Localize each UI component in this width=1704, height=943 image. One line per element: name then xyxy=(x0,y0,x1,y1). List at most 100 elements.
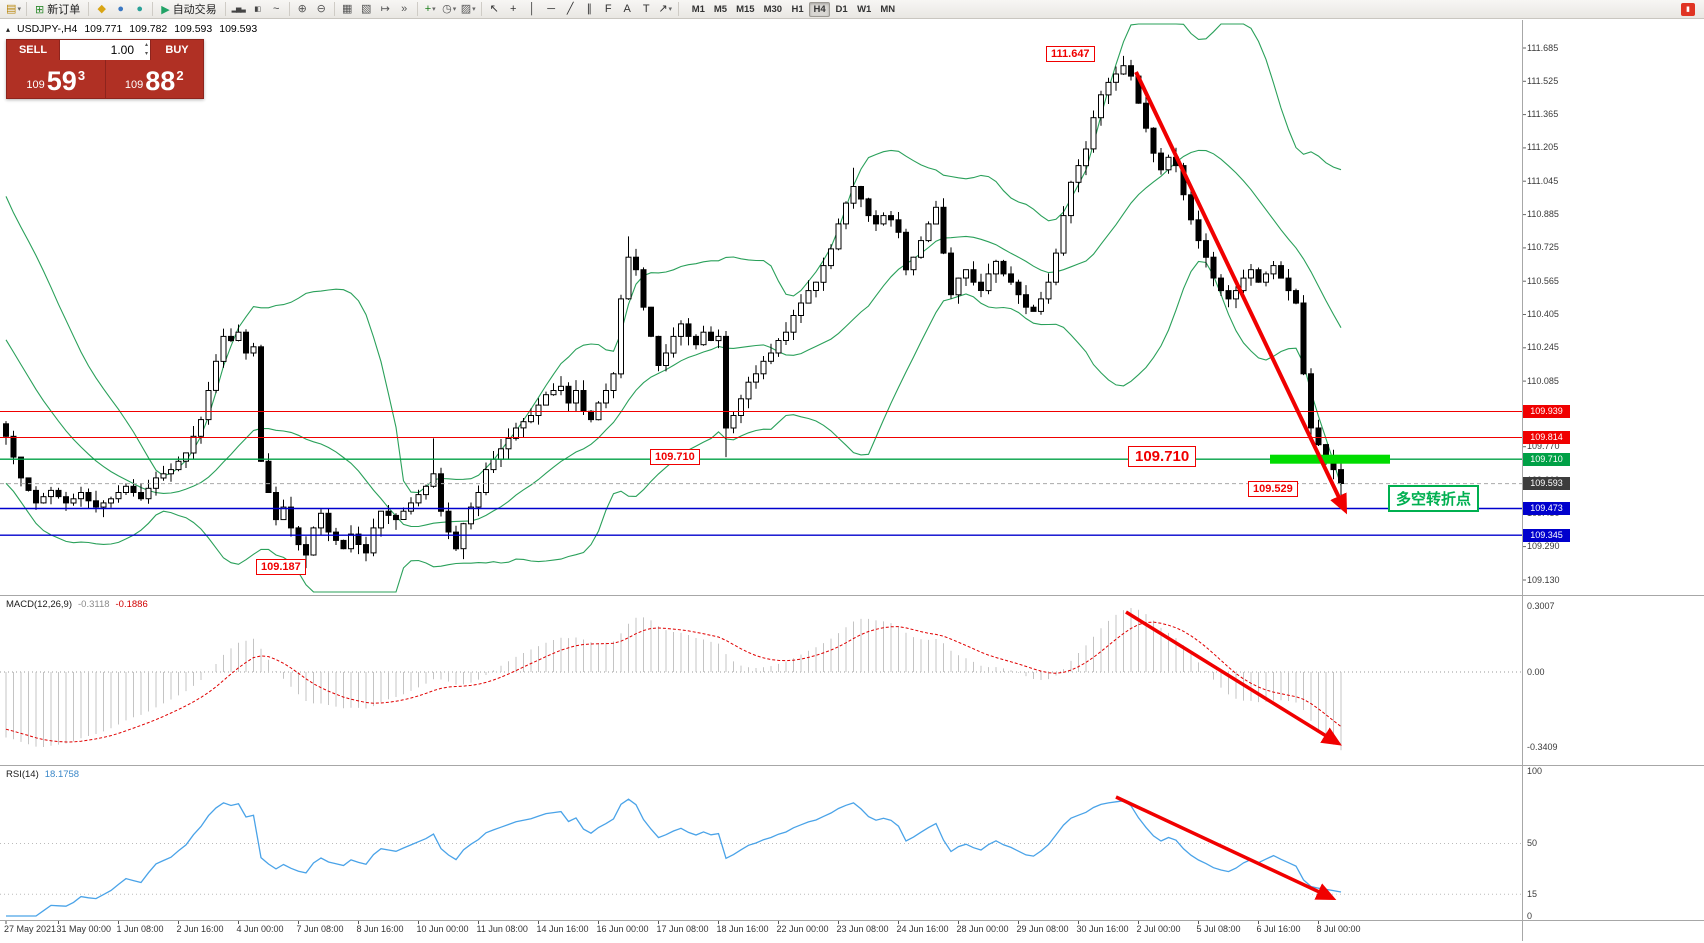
sell-price-big: 59 xyxy=(46,66,77,96)
price-axis-label: 110.565 xyxy=(1527,275,1559,286)
crosshair-icon[interactable]: + xyxy=(509,2,517,15)
news-icon[interactable]: ● xyxy=(136,2,144,15)
sell-price[interactable]: 109 59 3 xyxy=(7,60,106,98)
chart-annotation[interactable]: 多空转折点 xyxy=(1388,485,1480,512)
panel-separator[interactable] xyxy=(0,595,1704,596)
line-chart-icon[interactable]: ~ xyxy=(272,2,280,15)
timeframe-h4-button[interactable]: H4 xyxy=(809,1,831,17)
new-chart-icon[interactable]: ▤ ▾ xyxy=(6,2,21,15)
rsi-line xyxy=(6,798,1342,917)
timeframe-m30-button[interactable]: M30 xyxy=(763,3,783,15)
buy-price[interactable]: 109 88 2 xyxy=(106,60,204,98)
alert-red-icon[interactable]: ▮ xyxy=(1681,2,1695,16)
one-click-toggle-icon[interactable]: ▴ xyxy=(6,24,11,34)
date-axis-label: 31 May 00:00 xyxy=(56,924,112,934)
rsi-axis-label: 100 xyxy=(1527,765,1543,776)
templates-icon[interactable]: ▨ ▾ xyxy=(460,2,476,15)
macd-axis-label: 0.3007 xyxy=(1527,601,1555,611)
timeframe-m5-button[interactable]: M5 xyxy=(713,3,728,15)
chat-icon[interactable]: ● xyxy=(117,2,125,15)
timeframe-h1-button[interactable]: H1 xyxy=(791,3,804,15)
bollinger-middle xyxy=(5,149,1342,528)
auto-scroll-icon[interactable]: ↦ xyxy=(380,2,390,15)
date-axis-label: 16 Jun 00:00 xyxy=(596,924,649,934)
channel-icon[interactable]: ∥ xyxy=(586,2,592,15)
market-watch-icon[interactable]: ◆ xyxy=(97,2,106,15)
price-axis-label: 111.365 xyxy=(1527,109,1559,120)
sell-button[interactable]: SELL xyxy=(7,40,59,60)
fibonacci-icon[interactable]: F xyxy=(604,2,612,15)
chart-annotation[interactable]: 109.710 xyxy=(650,449,700,465)
macd-signal-value: -0.1886 xyxy=(115,599,148,610)
cursor-icon[interactable]: ↖ xyxy=(489,2,499,15)
price-axis-label: 109.130 xyxy=(1527,574,1560,585)
text-icon[interactable]: A xyxy=(623,2,631,15)
candles xyxy=(3,55,1344,569)
candlestick-chart-icon[interactable]: ▮▯ xyxy=(254,5,261,13)
date-axis-label: 29 Jun 08:00 xyxy=(1016,924,1069,934)
price-axis-label: 110.725 xyxy=(1527,242,1559,253)
sell-price-sup: 3 xyxy=(77,68,86,83)
autotrading-button[interactable]: ▶ 自动交易 xyxy=(161,3,217,17)
main-toolbar: ▤ ▾ ⊞ 新订单 ◆ ● ● ▶ 自动交易 ▂▅▃ ▮▯ ~ ⊕ ⊖ ▦ ▧ ↦ » + ▾ ◷ ▾ ▨ ▾ ↖ + │ ─ ╱ ∥ F A… xyxy=(0,0,1704,19)
new-order-button[interactable]: ⊞ 新订单 xyxy=(35,3,81,17)
rsi-value: 18.1758 xyxy=(44,769,80,780)
macd-value: -0.3118 xyxy=(78,599,110,610)
rsi-indicator-label: RSI(14) 18.1758 xyxy=(6,769,79,780)
timeframe-mn-button[interactable]: MN xyxy=(880,3,896,15)
trend-arrow-3[interactable] xyxy=(1115,795,1337,900)
date-axis-label: 17 Jun 08:00 xyxy=(656,924,709,934)
trend-arrow-2[interactable] xyxy=(1125,610,1342,746)
horizontal-line-icon[interactable]: ─ xyxy=(547,2,556,15)
axis-separator xyxy=(1522,20,1523,941)
macd-axis-label: -0.3409 xyxy=(1527,742,1558,752)
buy-button[interactable]: BUY xyxy=(151,40,203,60)
chart-annotation[interactable]: 109.529 xyxy=(1248,481,1298,497)
volume-input[interactable]: 1.00 ▴ ▾ xyxy=(59,40,151,60)
arrows-dropdown-icon[interactable]: ↗ ▾ xyxy=(658,2,673,15)
timeframe-d1-button[interactable]: D1 xyxy=(835,3,848,15)
symbol-label: USDJPY-,H4 xyxy=(17,23,78,35)
buy-price-prefix: 109 xyxy=(124,79,144,91)
bars-chart-icon[interactable]: ▂▅▃ xyxy=(231,5,246,13)
rsi-name: RSI(14) xyxy=(6,769,39,780)
chart-annotation[interactable]: 109.187 xyxy=(256,559,306,575)
indicators-icon[interactable]: + ▾ xyxy=(424,2,436,15)
price-axis-label: 111.205 xyxy=(1527,142,1559,153)
volume-up-button[interactable]: ▴ xyxy=(144,42,148,48)
low-value: 109.593 xyxy=(174,23,213,35)
date-axis-label: 4 Jun 00:00 xyxy=(236,924,284,934)
panel-separator[interactable] xyxy=(0,765,1704,766)
label-icon[interactable]: T xyxy=(642,2,650,15)
chart-annotation[interactable]: 111.647 xyxy=(1046,46,1095,62)
date-axis-label: 8 Jun 16:00 xyxy=(356,924,404,934)
tile-windows-icon[interactable]: ▦ xyxy=(341,2,353,15)
rsi-axis-label: 15 xyxy=(1527,888,1538,899)
timeframe-w1-button[interactable]: W1 xyxy=(857,3,872,15)
periods-icon[interactable]: ◷ ▾ xyxy=(442,2,457,15)
timeframe-m1-button[interactable]: M1 xyxy=(691,3,705,15)
timeframe-m15-button[interactable]: M15 xyxy=(736,3,755,15)
date-axis-label: 10 Jun 00:00 xyxy=(416,924,469,934)
date-axis-label: 8 Jul 00:00 xyxy=(1316,924,1361,934)
chart-annotation[interactable]: 109.710 xyxy=(1128,446,1197,467)
price-axis-label: 111.525 xyxy=(1527,75,1559,86)
trend-arrow-1[interactable] xyxy=(1134,71,1348,515)
date-axis-label: 2 Jun 16:00 xyxy=(176,924,224,934)
toolbar-groups: ▤ ▾ ⊞ 新订单 ◆ ● ● ▶ 自动交易 ▂▅▃ ▮▯ ~ ⊕ ⊖ ▦ ▧ ↦ » + ▾ ◷ ▾ ▨ ▾ ↖ + │ ─ ╱ ∥ F A… xyxy=(4,0,682,18)
zoom-out-icon[interactable]: ⊖ xyxy=(316,2,326,15)
date-axis-label: 23 Jun 08:00 xyxy=(836,924,889,934)
date-axis-label: 18 Jun 16:00 xyxy=(716,924,769,934)
zoom-in-icon[interactable]: ⊕ xyxy=(297,2,307,15)
volume-down-button[interactable]: ▾ xyxy=(144,51,148,57)
price-badge: 109.710 xyxy=(1523,452,1570,466)
volume-value: 1.00 xyxy=(110,43,134,57)
chart-shift-icon[interactable]: » xyxy=(401,2,408,15)
vertical-line-icon[interactable]: │ xyxy=(528,2,536,15)
cascade-windows-icon[interactable]: ▧ xyxy=(360,2,372,15)
price-axis-label: 109.290 xyxy=(1527,541,1560,552)
trendline-icon[interactable]: ╱ xyxy=(566,2,574,15)
bollinger-lower xyxy=(5,260,1342,593)
timeframe-toolbar: M1 M5 M15 M30 H1 H4 D1 W1 MN xyxy=(688,1,900,17)
